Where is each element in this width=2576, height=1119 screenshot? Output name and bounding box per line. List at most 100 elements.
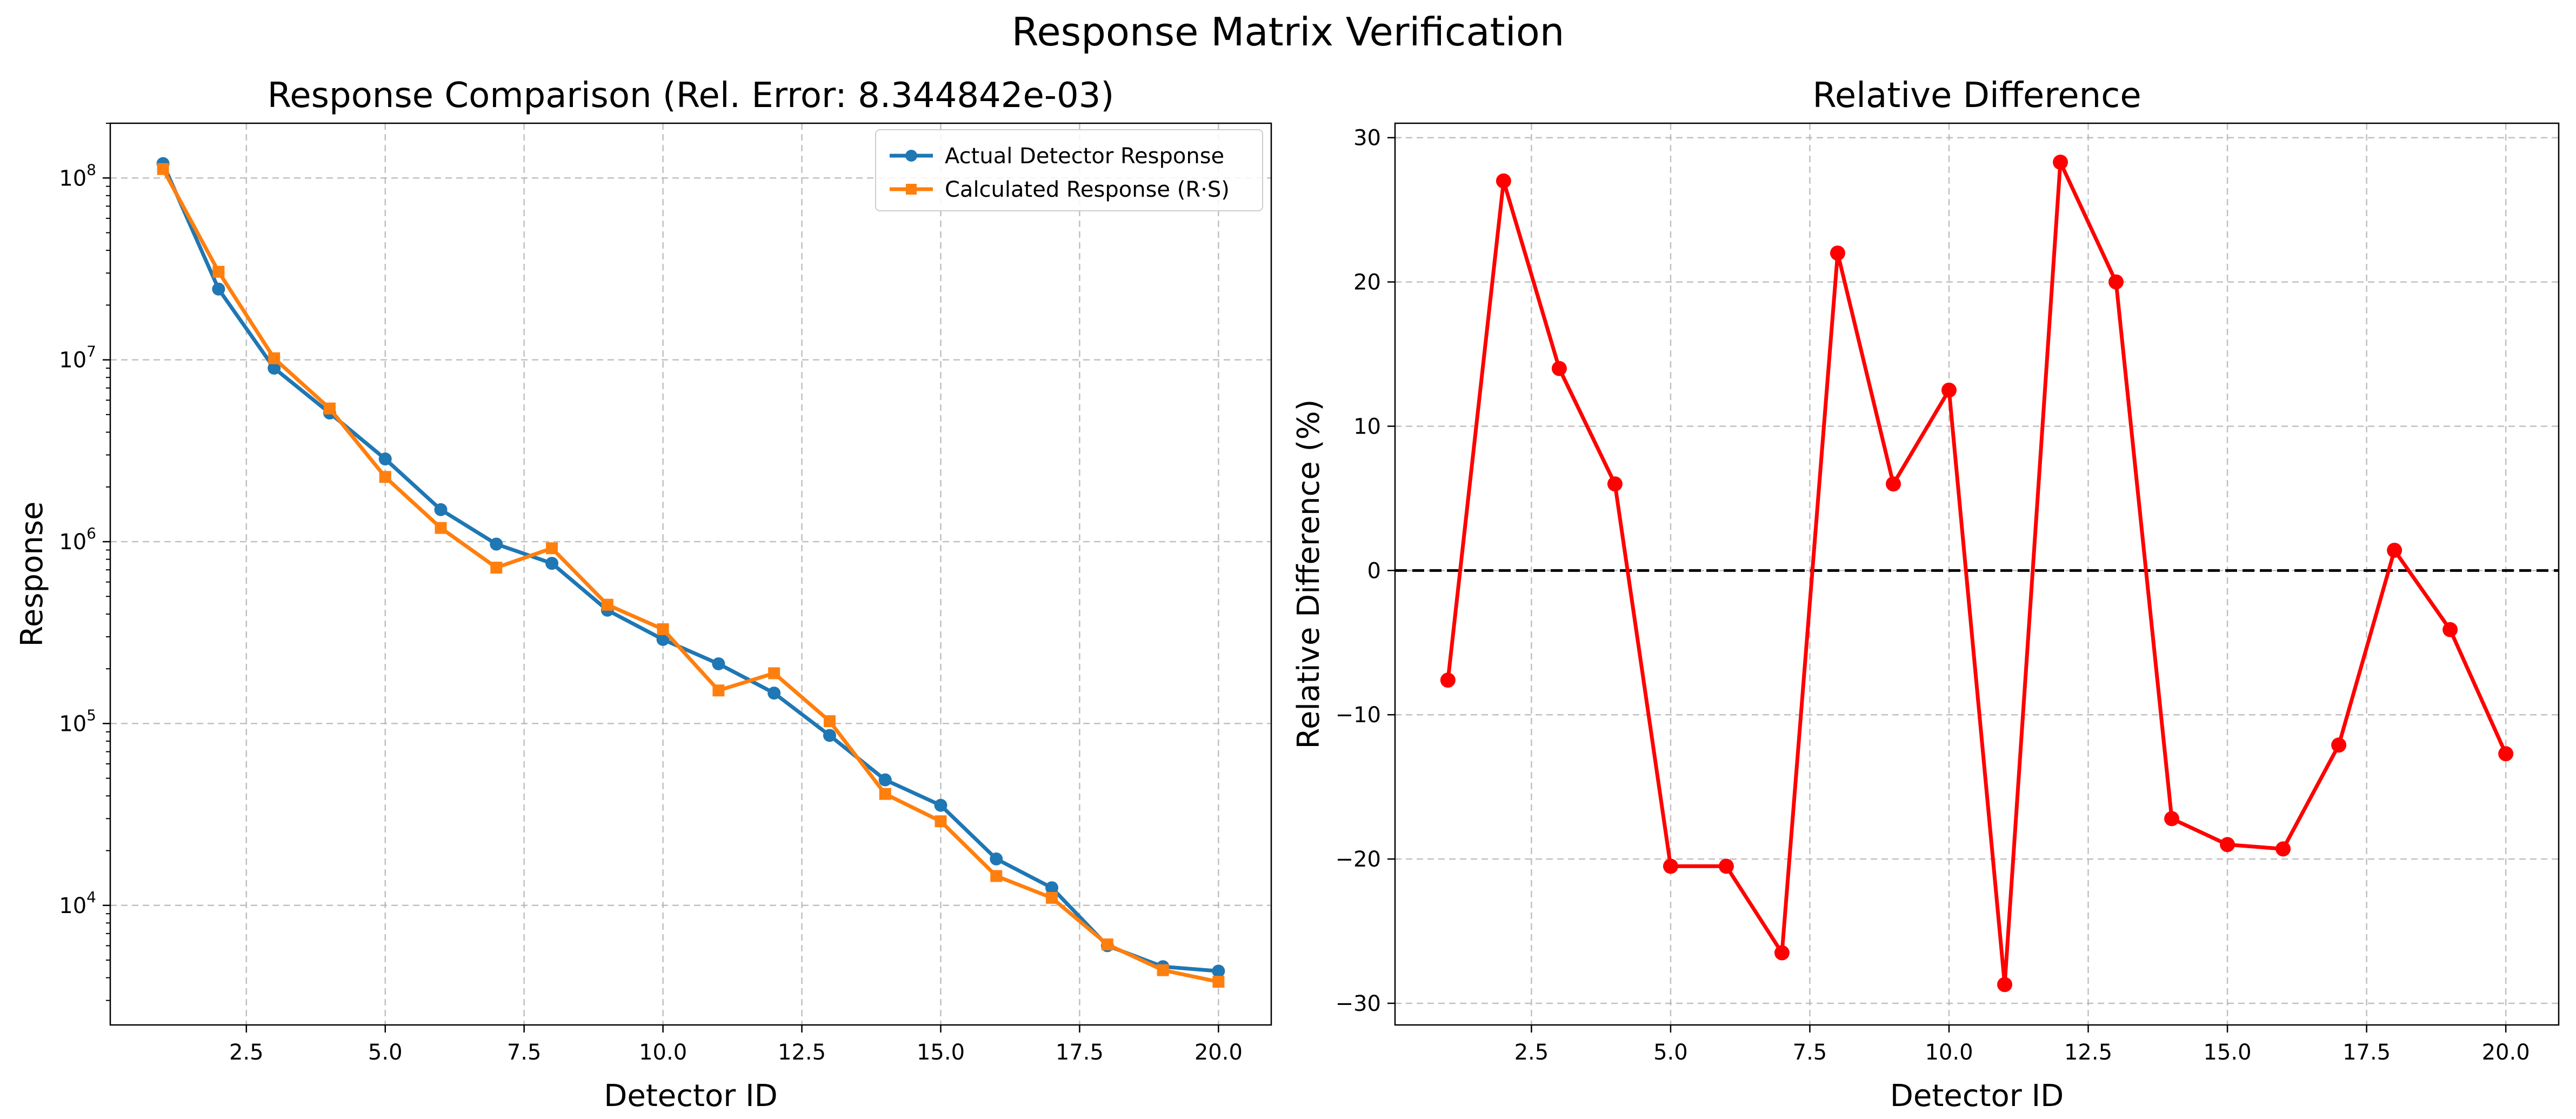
x-tick-label: 5.0 (368, 1040, 403, 1065)
data-point (157, 163, 169, 175)
data-point (2387, 542, 2403, 558)
data-point (2498, 746, 2514, 762)
data-point (2053, 155, 2068, 170)
x-tick-label: 10.0 (639, 1040, 687, 1065)
y-tick-label: −20 (1336, 847, 1381, 872)
data-point (1101, 938, 1113, 951)
legend-marker-actual (905, 150, 917, 162)
data-point (1774, 945, 1790, 961)
data-point (2108, 274, 2124, 290)
data-point (2331, 737, 2347, 753)
y-tick-label: 30 (1353, 126, 1381, 151)
series-line-relative-difference (1446, 160, 2508, 987)
response-comparison-title: Response Comparison (Rel. Error: 8.34484… (268, 76, 1115, 116)
response-comparison-x-ticks: 2.5 5.0 7.5 10.0 12.5 15.0 17.5 20.0 (229, 1025, 1243, 1065)
data-point (268, 362, 281, 375)
x-tick-label: 2.5 (229, 1040, 264, 1065)
data-point (1941, 382, 1957, 398)
data-point (546, 542, 558, 555)
relative-difference-series (1440, 155, 2514, 993)
relative-difference-panel: Relative Difference Detector ID Relative… (1291, 76, 2560, 1114)
relative-difference-y-axis-label: Relative Difference (%) (1291, 399, 1326, 749)
y-tick-label: −10 (1336, 703, 1381, 728)
data-point (768, 667, 780, 680)
relative-difference-grid (1395, 123, 2559, 1025)
data-point (2164, 811, 2180, 827)
data-point (1718, 858, 1734, 874)
data-point (268, 352, 281, 364)
data-point (990, 870, 1003, 882)
legend-frame (875, 129, 1263, 211)
data-point (878, 773, 892, 787)
data-point (434, 503, 448, 516)
data-point (2275, 841, 2291, 857)
y-tick-label: 10 (1353, 414, 1381, 439)
data-point (712, 684, 725, 697)
x-tick-label: 20.0 (1194, 1040, 1243, 1065)
data-point (378, 452, 392, 466)
data-point (323, 402, 336, 415)
figure-title: Response Matrix Verification (1012, 9, 1565, 55)
data-point (1496, 173, 1511, 189)
data-point (1157, 964, 1169, 976)
data-point (1212, 964, 1225, 978)
x-tick-label: 2.5 (1514, 1040, 1549, 1065)
relative-difference-title: Relative Difference (1812, 76, 2141, 116)
data-point (1663, 858, 1678, 874)
relative-difference-y-ticks: −30 −20 −10 0 10 20 30 (1336, 126, 1395, 1016)
data-point (879, 788, 891, 800)
data-point (1885, 476, 1901, 492)
data-point (1212, 976, 1225, 988)
data-point (1830, 245, 1845, 261)
data-point (212, 265, 225, 278)
relative-difference-x-ticks: 2.5 5.0 7.5 10.0 12.5 15.0 17.5 20.0 (1514, 1025, 2530, 1065)
data-point (1551, 361, 1567, 376)
x-tick-label: 15.0 (2204, 1040, 2252, 1065)
data-point (823, 715, 836, 728)
data-point (1045, 881, 1059, 895)
data-point (935, 815, 947, 828)
relative-difference-x-axis-label: Detector ID (1890, 1078, 2064, 1114)
data-point (990, 852, 1003, 865)
x-tick-label: 12.5 (778, 1040, 826, 1065)
response-comparison-series (156, 157, 1225, 988)
response-comparison-x-axis-label: Detector ID (604, 1078, 777, 1114)
x-tick-label: 10.0 (1925, 1040, 1973, 1065)
x-tick-label: 5.0 (1653, 1040, 1688, 1065)
data-point (656, 632, 670, 646)
data-point (823, 729, 836, 742)
data-point (490, 537, 503, 551)
response-comparison-y-axis-label: Response (15, 502, 50, 647)
data-point (657, 623, 669, 635)
data-point (1607, 476, 1623, 492)
series-line-calculated-response-r-s (161, 168, 1219, 984)
data-point (212, 282, 225, 296)
x-tick-label: 12.5 (2064, 1040, 2112, 1065)
data-point (490, 562, 503, 574)
relative-difference-axes-frame (1394, 122, 2560, 1026)
y-tick-label: 20 (1353, 270, 1381, 295)
y-tick-label: −30 (1336, 991, 1381, 1016)
data-point (1440, 672, 1456, 688)
data-point (768, 687, 781, 700)
x-tick-label: 17.5 (2343, 1040, 2391, 1065)
data-point (1046, 891, 1058, 904)
data-point (2220, 837, 2235, 852)
data-point (712, 657, 725, 670)
x-tick-label: 20.0 (2482, 1040, 2530, 1065)
x-tick-label: 15.0 (917, 1040, 965, 1065)
legend-label-actual: Actual Detector Response (945, 144, 1224, 169)
data-point (435, 522, 447, 534)
x-tick-label: 7.5 (1793, 1040, 1827, 1065)
response-comparison-axes-frame (109, 122, 1272, 1026)
data-point (1997, 977, 2013, 993)
data-point (601, 598, 613, 611)
x-tick-label: 7.5 (507, 1040, 542, 1065)
x-tick-label: 17.5 (1056, 1040, 1104, 1065)
response-comparison-panel: Response Comparison (Rel. Error: 8.34484… (15, 76, 1272, 1114)
y-tick-label: 0 (1367, 558, 1381, 583)
response-comparison-legend: Actual Detector Response Calculated Resp… (875, 129, 1263, 211)
data-point (2442, 622, 2458, 637)
